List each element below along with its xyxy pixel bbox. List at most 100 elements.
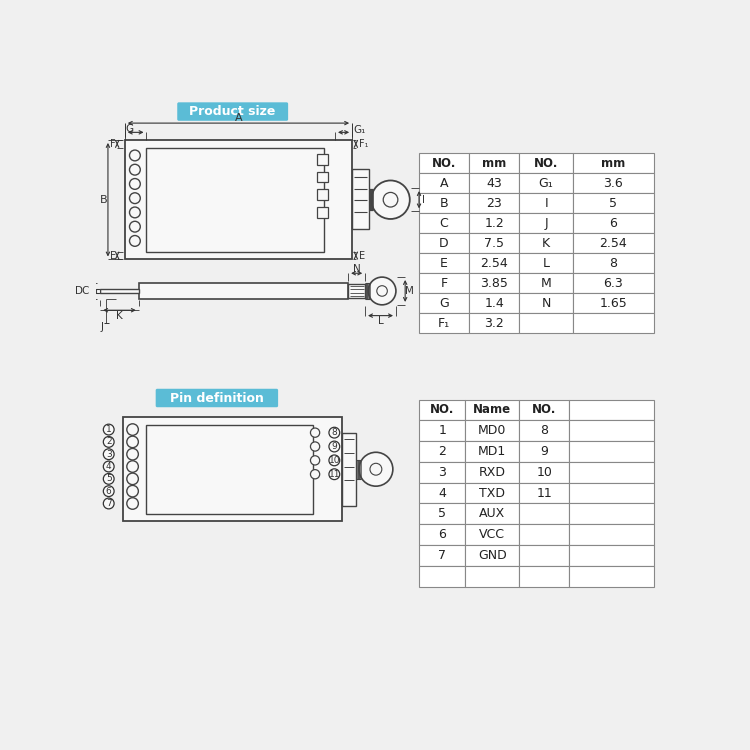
Circle shape (130, 236, 140, 246)
Bar (469, 213, 519, 233)
Text: F: F (110, 139, 116, 149)
Text: 11: 11 (328, 470, 340, 478)
Bar (519, 273, 573, 293)
Text: 2.54: 2.54 (599, 237, 627, 250)
Text: A: A (235, 113, 242, 124)
Bar (317, 207, 328, 218)
Text: 8: 8 (332, 428, 338, 437)
Circle shape (383, 193, 398, 207)
Text: 1: 1 (438, 424, 446, 437)
Bar (419, 194, 469, 213)
Bar (573, 173, 654, 194)
Text: NO.: NO. (534, 157, 558, 170)
Text: Pin definition: Pin definition (170, 392, 264, 404)
Circle shape (127, 498, 138, 509)
Text: GND: GND (478, 549, 506, 562)
Circle shape (359, 452, 393, 486)
Circle shape (127, 424, 138, 435)
Bar (569, 441, 654, 462)
Text: NO.: NO. (430, 404, 454, 416)
Bar (569, 483, 654, 503)
Text: 7.5: 7.5 (484, 237, 504, 250)
Circle shape (127, 436, 138, 448)
Text: D: D (440, 237, 448, 250)
Bar (519, 194, 573, 213)
Text: RXD: RXD (478, 466, 506, 478)
Text: 9: 9 (332, 442, 338, 451)
Circle shape (104, 461, 114, 472)
Bar (573, 233, 654, 254)
Bar (569, 524, 654, 545)
Bar (519, 293, 573, 314)
Bar (519, 483, 569, 503)
Bar (519, 545, 569, 566)
Text: 7: 7 (106, 499, 112, 508)
Bar (469, 173, 519, 194)
Bar (419, 420, 465, 441)
Text: 5: 5 (610, 196, 617, 210)
Text: I: I (422, 195, 425, 205)
Bar (573, 194, 654, 213)
Circle shape (329, 469, 340, 479)
Text: 2: 2 (438, 445, 446, 458)
Bar (519, 314, 573, 333)
Bar (465, 524, 519, 545)
Bar (419, 153, 469, 173)
Bar (465, 545, 519, 566)
Text: MD1: MD1 (478, 445, 506, 458)
Bar (419, 566, 465, 586)
Text: M: M (405, 286, 414, 296)
Bar (465, 400, 519, 420)
Bar (469, 194, 519, 213)
Text: 1.2: 1.2 (484, 217, 504, 229)
Text: K: K (116, 310, 123, 320)
FancyBboxPatch shape (177, 102, 288, 121)
Text: N: N (542, 297, 550, 310)
Bar (419, 173, 469, 194)
Bar (348, 284, 365, 298)
Bar (519, 233, 573, 254)
Text: 3: 3 (438, 466, 446, 478)
Bar (465, 420, 519, 441)
Bar (519, 153, 573, 173)
Circle shape (371, 181, 410, 219)
Text: mm: mm (602, 157, 625, 170)
Bar (519, 462, 569, 483)
Text: A: A (440, 177, 448, 190)
Bar (569, 462, 654, 483)
Bar (419, 233, 469, 254)
Text: Product size: Product size (190, 105, 276, 118)
Bar (573, 273, 654, 293)
Bar (122, 417, 342, 521)
Bar (139, 283, 348, 299)
Bar (317, 172, 328, 182)
Circle shape (310, 470, 320, 478)
Bar (469, 314, 519, 333)
Text: F₁: F₁ (438, 316, 450, 330)
Bar (569, 566, 654, 586)
Text: D: D (75, 286, 82, 296)
Circle shape (130, 178, 140, 189)
Text: G₁: G₁ (538, 177, 554, 190)
Bar (573, 293, 654, 314)
Text: F: F (440, 277, 448, 290)
Text: 3.85: 3.85 (480, 277, 508, 290)
Text: 2: 2 (106, 437, 112, 446)
Bar (519, 503, 569, 524)
Circle shape (310, 428, 320, 437)
Text: E: E (110, 251, 116, 260)
Bar (465, 566, 519, 586)
Text: 9: 9 (540, 445, 548, 458)
Bar (519, 566, 569, 586)
Text: NO.: NO. (532, 404, 556, 416)
Bar (519, 213, 573, 233)
Text: 1: 1 (106, 425, 112, 434)
Bar (573, 213, 654, 233)
Bar (125, 140, 352, 260)
Circle shape (127, 473, 138, 484)
Text: N: N (352, 264, 361, 274)
Bar (97, 290, 100, 292)
Bar (419, 483, 465, 503)
Text: 3: 3 (106, 450, 112, 459)
Circle shape (329, 441, 340, 452)
